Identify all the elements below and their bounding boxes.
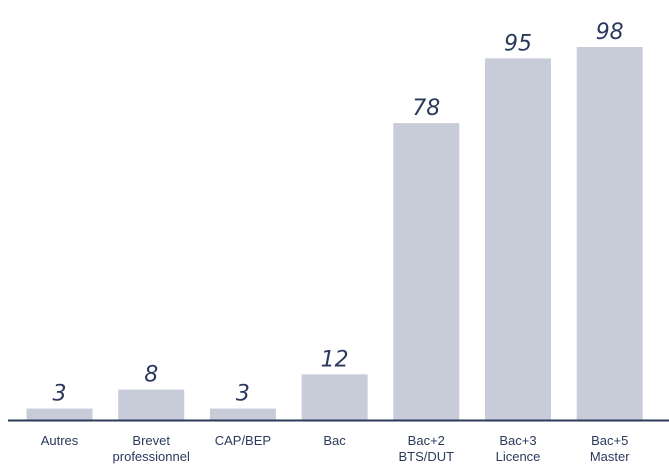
bar-2 <box>209 408 276 420</box>
value-label-4: 78 <box>412 96 440 121</box>
bars-group <box>26 47 643 421</box>
category-label-6-line-0: Bac+5 <box>591 433 628 448</box>
bar-3 <box>301 374 368 420</box>
value-label-6: 98 <box>596 20 624 45</box>
bar-0 <box>26 408 93 420</box>
category-label-1-line-1: professionnel <box>113 449 190 464</box>
category-label-3-line-0: Bac <box>323 433 346 448</box>
category-label-0-line-0: Autres <box>41 433 79 448</box>
value-label-2: 3 <box>236 382 250 407</box>
category-label-5-line-1: Licence <box>496 449 541 464</box>
value-labels-group: 3 8 3 12 78 95 98 <box>53 20 624 407</box>
category-label-4-line-0: Bac+2 <box>408 433 445 448</box>
bar-1 <box>118 389 185 420</box>
category-label-6-line-1: Master <box>590 449 630 464</box>
bar-6 <box>576 47 643 420</box>
category-label-4-line-1: BTS/DUT <box>398 449 454 464</box>
value-label-0: 3 <box>53 382 67 407</box>
value-label-3: 12 <box>321 347 349 372</box>
category-label-2-line-0: CAP/BEP <box>215 433 271 448</box>
value-label-5: 95 <box>504 31 532 56</box>
category-label-1-line-0: Brevet <box>132 433 170 448</box>
category-label-5-line-0: Bac+3 <box>499 433 536 448</box>
value-label-1: 8 <box>144 363 158 388</box>
bar-5 <box>485 58 551 421</box>
bar-4 <box>393 123 460 420</box>
